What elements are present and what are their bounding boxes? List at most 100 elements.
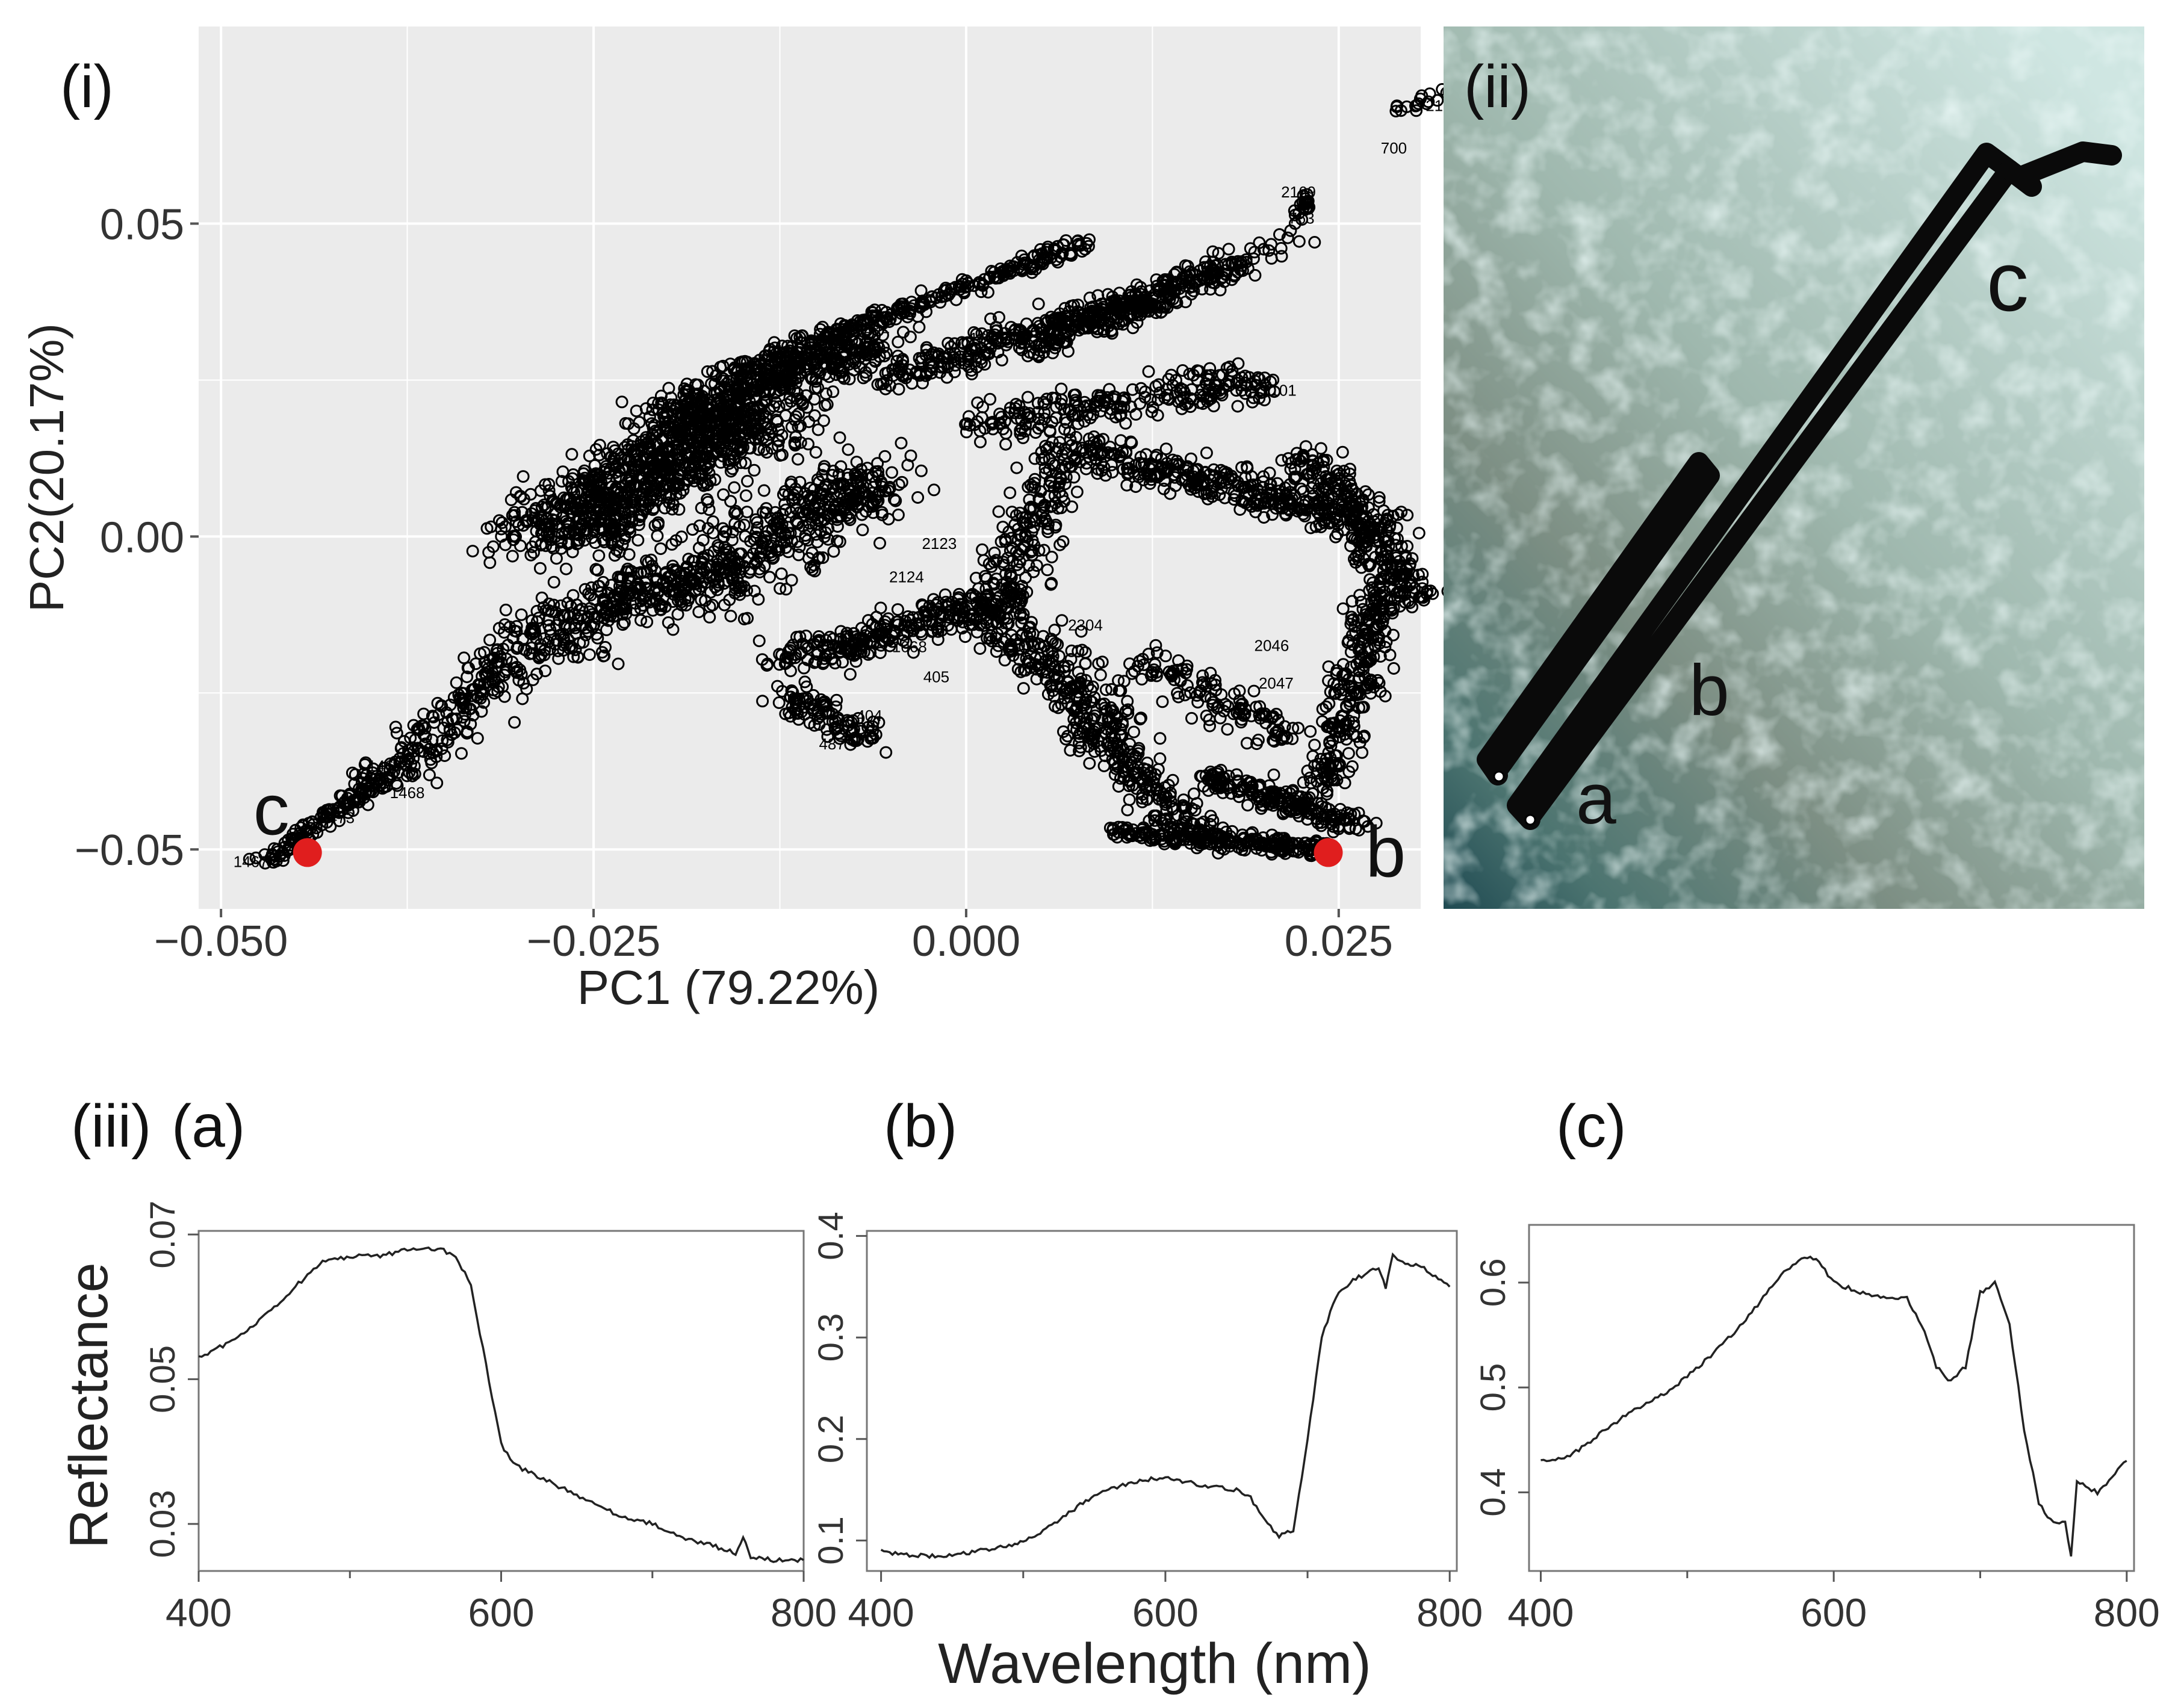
pca-point <box>563 610 576 623</box>
pca-point <box>510 620 523 633</box>
pca-point <box>588 523 600 536</box>
pca-point <box>752 593 765 606</box>
pca-point <box>844 493 857 506</box>
pca-point <box>497 642 510 655</box>
pca-point <box>390 726 403 740</box>
pca-point <box>515 608 528 621</box>
pca-point <box>684 463 698 477</box>
pca-point <box>749 513 762 526</box>
pca-point <box>589 536 602 550</box>
pca-point <box>583 500 597 512</box>
pca-point <box>842 443 855 456</box>
pca-point <box>866 470 879 483</box>
pca-point <box>826 468 839 482</box>
pca-point <box>639 431 653 444</box>
pca-point <box>572 612 585 625</box>
pca-point <box>427 710 440 723</box>
pca-point <box>856 523 869 536</box>
pca-point <box>628 581 641 595</box>
pca-point <box>477 696 491 709</box>
pca-point <box>311 826 324 839</box>
pca-point <box>488 687 501 700</box>
pca-point <box>827 503 840 516</box>
pca-point <box>430 776 444 790</box>
pca-point <box>349 768 362 781</box>
pca-point <box>517 492 530 506</box>
pca-point <box>791 392 804 406</box>
pca-point <box>683 574 696 587</box>
pca-point <box>528 622 541 636</box>
pca-point <box>437 721 450 734</box>
pca-point <box>349 795 362 808</box>
pca-point <box>342 798 355 811</box>
pca-point <box>728 517 742 530</box>
pca-point <box>389 720 402 734</box>
pca-point <box>633 487 647 500</box>
pca-point <box>645 469 658 482</box>
pca-point <box>508 509 521 522</box>
pca-point <box>833 431 846 444</box>
pca-point <box>526 540 539 553</box>
pca-point <box>366 766 379 779</box>
pca-point <box>789 514 802 527</box>
pca-point <box>866 506 879 519</box>
pca-point <box>571 651 585 664</box>
pca-point <box>717 530 730 544</box>
pca-point <box>476 688 489 701</box>
pca-point <box>530 525 543 538</box>
pca-point <box>563 525 576 539</box>
pca-point <box>510 515 523 528</box>
pca-point <box>478 646 491 659</box>
pca-point <box>544 489 557 503</box>
pca-point <box>407 719 420 732</box>
pca-point <box>565 448 579 461</box>
pca-point <box>928 483 940 497</box>
pca-point <box>727 454 740 467</box>
pca-point <box>882 484 895 497</box>
pca-point <box>588 514 601 527</box>
pca-point <box>859 505 872 518</box>
pca-point <box>742 551 755 565</box>
pca-point <box>745 421 758 435</box>
pca-point <box>618 518 631 531</box>
pca-point <box>583 648 596 661</box>
pca-point <box>701 441 713 454</box>
pca-point <box>774 449 787 462</box>
pca-point <box>423 742 436 755</box>
pca-point <box>873 536 886 550</box>
pca-point <box>669 534 683 547</box>
pca-point <box>435 699 448 712</box>
pca-point <box>765 442 778 455</box>
pca-point <box>821 346 834 359</box>
pca-point <box>650 494 663 507</box>
pca-point <box>436 734 449 748</box>
pca-point <box>586 512 598 524</box>
pca-point <box>485 520 498 533</box>
pca-point <box>740 506 754 519</box>
pca-point <box>510 625 523 638</box>
pca-point <box>430 743 443 757</box>
pca-point <box>675 574 688 587</box>
pca-point <box>559 562 572 575</box>
pca-point <box>726 414 739 427</box>
pca-point <box>808 409 821 422</box>
pca-point <box>778 485 792 498</box>
pca-point <box>718 598 731 612</box>
pca-point <box>526 514 539 527</box>
pca-point <box>771 522 784 535</box>
pca-point <box>634 594 648 607</box>
pca-point <box>588 593 601 606</box>
pca-point <box>532 612 545 625</box>
pca-point <box>585 507 598 520</box>
pca-point <box>544 643 557 656</box>
pca-point <box>802 438 814 451</box>
pca-point <box>499 603 512 616</box>
pca-point <box>609 459 622 472</box>
pca-point <box>786 534 798 548</box>
pca-point <box>601 494 614 507</box>
pca-point <box>609 497 622 510</box>
pca-point <box>556 527 569 541</box>
pca-point <box>672 503 686 516</box>
pca-point <box>660 488 672 501</box>
pca-point <box>585 581 598 594</box>
